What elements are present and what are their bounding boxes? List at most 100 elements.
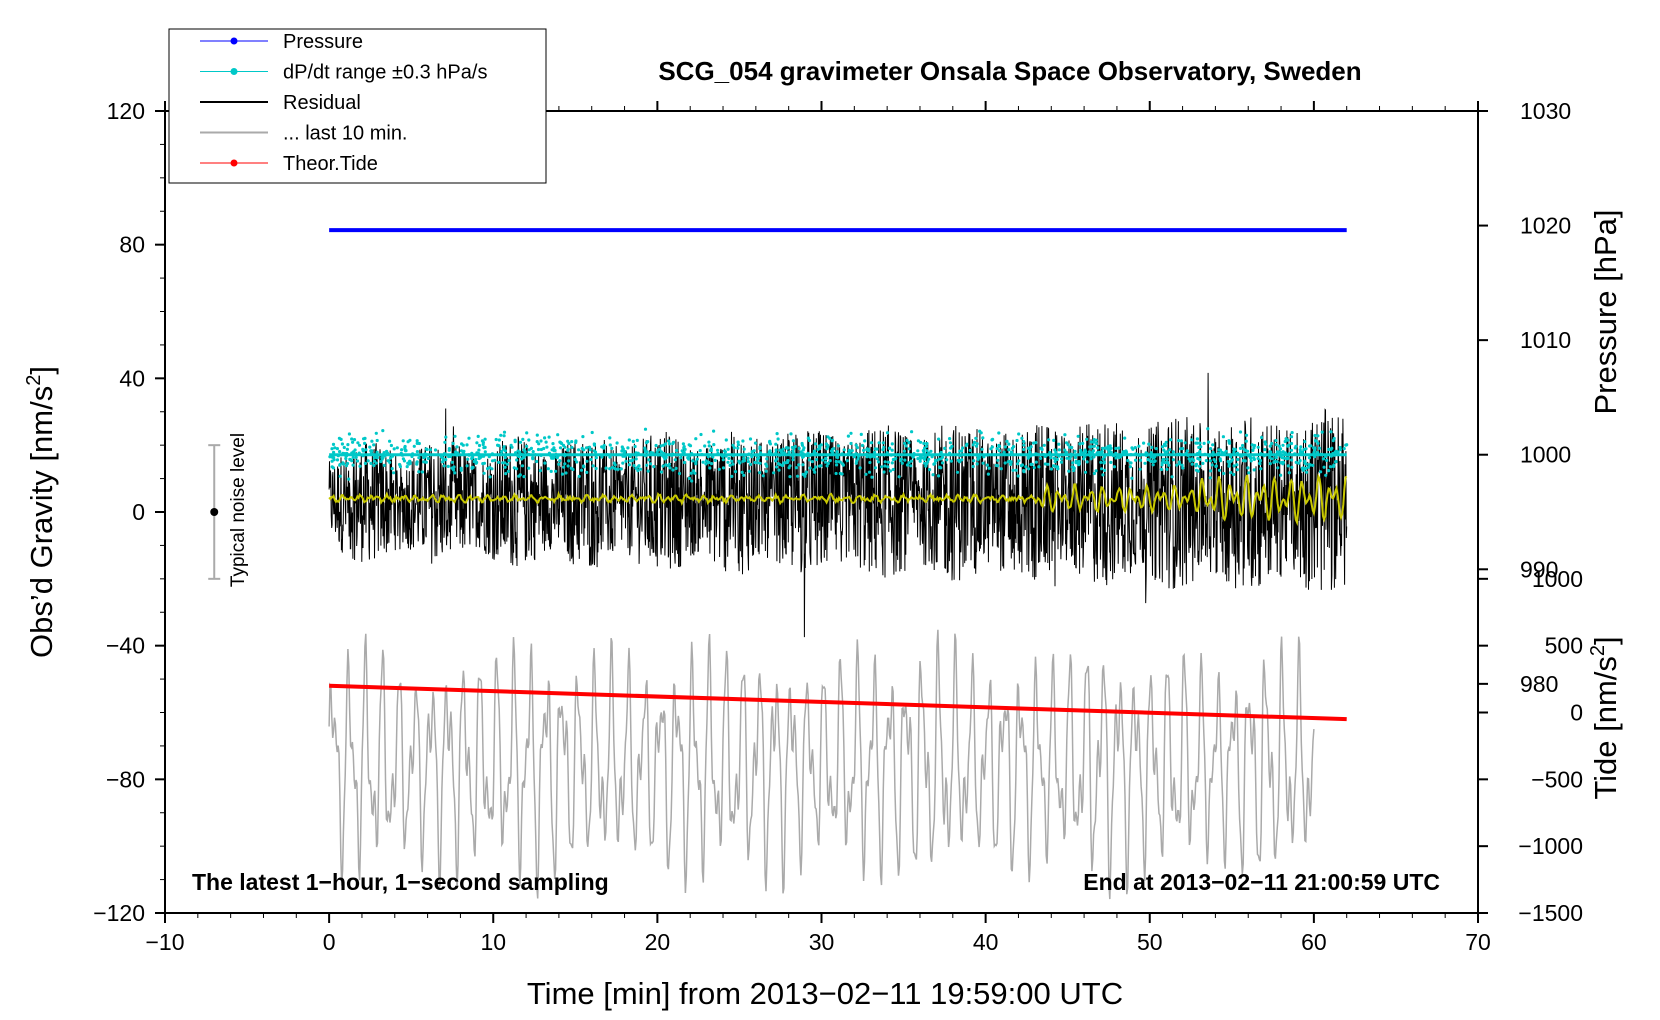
dpdt-point xyxy=(873,447,877,451)
dpdt-point xyxy=(513,438,517,442)
noise-bar-dot xyxy=(210,508,219,516)
dpdt-point xyxy=(1179,439,1183,443)
dpdt-point xyxy=(885,431,890,435)
dpdt-point xyxy=(996,458,1000,462)
dpdt-point xyxy=(1313,439,1318,443)
dpdt-point xyxy=(1026,446,1030,450)
dpdt-point xyxy=(1003,461,1007,465)
dpdt-point xyxy=(779,450,783,454)
dpdt-point xyxy=(527,448,531,452)
dpdt-point xyxy=(616,467,620,471)
dpdt-point xyxy=(845,459,849,463)
legend: Pressure dP/dt range ±0.3 hPa/s Residual..… xyxy=(168,28,547,184)
dpdt-point xyxy=(502,434,506,438)
dpdt-point xyxy=(342,445,346,450)
dpdt-point xyxy=(1022,440,1026,444)
dpdt-point xyxy=(379,459,383,464)
dpdt-point xyxy=(1309,444,1313,448)
dpdt-point xyxy=(347,432,351,436)
dpdt-point xyxy=(549,469,553,473)
dpdt-point xyxy=(1175,463,1179,467)
dpdt-point xyxy=(875,457,879,461)
dpdt-point xyxy=(637,464,641,468)
dpdt-point xyxy=(1181,466,1185,470)
dpdt-point xyxy=(1256,456,1260,461)
dpdt-point xyxy=(503,461,507,465)
dpdt-point xyxy=(1108,447,1112,451)
dpdt-point xyxy=(674,466,678,470)
dpdt-point xyxy=(964,443,969,447)
dpdt-point xyxy=(933,459,938,463)
dpdt-point xyxy=(636,469,640,473)
dpdt-point xyxy=(975,442,979,446)
dpdt-point xyxy=(736,443,741,447)
dpdt-point xyxy=(1244,439,1248,443)
dpdt-point xyxy=(358,464,362,468)
dpdt-point xyxy=(581,435,585,439)
dpdt-point xyxy=(1235,463,1239,467)
legend-label: Residual xyxy=(283,92,361,114)
dpdt-point xyxy=(451,468,456,472)
dpdt-point xyxy=(1253,443,1257,448)
dpdt-point xyxy=(612,461,616,465)
dpdt-point xyxy=(1089,440,1093,444)
dpdt-point xyxy=(810,460,815,464)
dpdt-point xyxy=(731,443,735,447)
dpdt-point xyxy=(808,466,812,470)
dpdt-point xyxy=(996,464,1000,468)
dpdt-point xyxy=(1027,467,1031,471)
dpdt-point xyxy=(689,471,693,475)
dpdt-point xyxy=(470,466,474,470)
dpdt-point xyxy=(1022,447,1026,452)
dpdt-point xyxy=(453,471,457,475)
dpdt-point xyxy=(733,470,738,474)
dpdt-point xyxy=(854,461,858,465)
dpdt-point xyxy=(825,447,829,451)
dpdt-point xyxy=(525,444,529,448)
dpdt-point xyxy=(667,442,672,446)
dpdt-point xyxy=(691,469,696,473)
dpdt-point xyxy=(774,459,778,463)
dpdt-point xyxy=(1268,456,1272,460)
dpdt-point xyxy=(903,458,907,462)
dpdt-point xyxy=(807,438,812,443)
dpdt-point xyxy=(415,441,419,445)
dpdt-point xyxy=(909,459,914,463)
dpdt-point xyxy=(756,461,760,465)
legend-marker xyxy=(230,159,238,167)
dpdt-point xyxy=(890,442,894,446)
dpdt-point xyxy=(561,443,566,447)
dpdt-point xyxy=(631,439,635,443)
dpdt-point xyxy=(1226,459,1230,464)
dpdt-point xyxy=(850,449,854,453)
dpdt-point xyxy=(902,449,907,453)
dpdt-point xyxy=(1009,450,1014,454)
dpdt-point xyxy=(691,459,695,463)
dpdt-point xyxy=(1305,470,1309,474)
dpdt-point xyxy=(694,437,698,441)
dpdt-point xyxy=(1270,441,1274,446)
dpdt-point xyxy=(503,465,507,469)
dpdt-point xyxy=(806,436,811,440)
dpdt-point xyxy=(527,438,531,442)
dpdt-point xyxy=(1331,439,1335,443)
dpdt-point xyxy=(517,474,521,478)
dpdt-point xyxy=(907,447,911,451)
dpdt-point xyxy=(1297,461,1301,465)
dpdt-point xyxy=(454,450,458,454)
dpdt-point xyxy=(1171,450,1175,454)
dpdt-point xyxy=(356,441,360,445)
dpdt-point xyxy=(732,446,736,450)
dpdt-point xyxy=(663,456,667,460)
dpdt-point xyxy=(775,432,779,436)
dpdt-point xyxy=(332,458,336,462)
dpdt-point xyxy=(1017,432,1021,436)
dpdt-point xyxy=(1138,458,1143,462)
dpdt-point xyxy=(728,463,732,467)
dpdt-point xyxy=(1100,467,1104,471)
dpdt-point xyxy=(573,457,577,461)
dpdt-point xyxy=(1279,461,1283,465)
dpdt-point xyxy=(476,434,480,438)
dpdt-point xyxy=(1092,471,1096,476)
dpdt-point xyxy=(500,450,504,454)
